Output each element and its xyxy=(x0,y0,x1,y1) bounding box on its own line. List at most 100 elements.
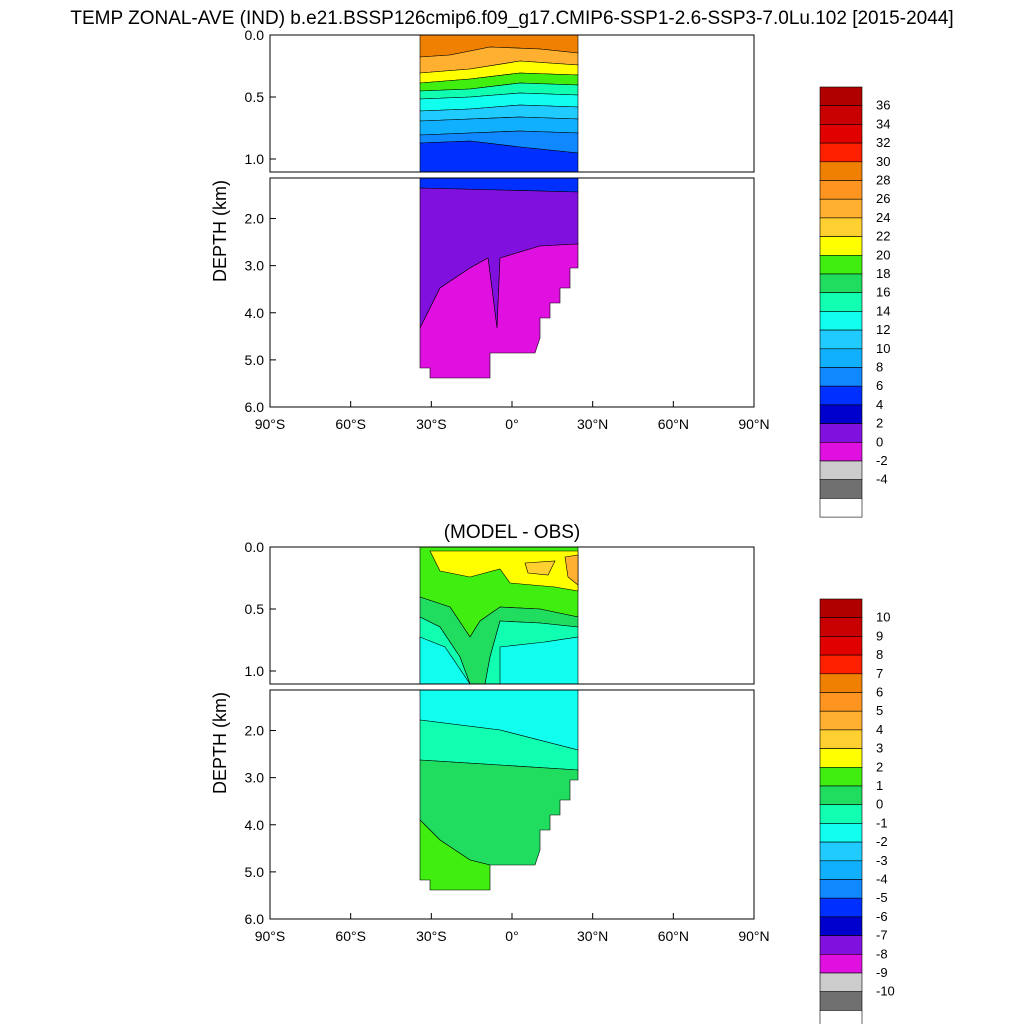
colorbar-box xyxy=(819,916,863,936)
colorbar-label: 36 xyxy=(876,98,890,113)
colorbar-label: 1 xyxy=(876,778,883,793)
colorbar-box xyxy=(819,673,863,693)
colorbar-box xyxy=(819,198,863,219)
colorbar-box xyxy=(819,329,863,350)
y-tick-label: 1.0 xyxy=(245,151,265,167)
colorbar-box xyxy=(819,785,863,806)
y-tick-label: 2.0 xyxy=(245,211,265,227)
colorbar-label: 8 xyxy=(876,647,883,662)
colorbar-label: 12 xyxy=(876,322,890,337)
x-tick-label: 0° xyxy=(505,416,518,432)
colorbar-label: 4 xyxy=(876,722,883,737)
contour-band xyxy=(564,554,579,586)
colorbar-box xyxy=(819,236,863,256)
y-tick-label: 2.0 xyxy=(245,723,265,739)
y-tick-label: 5.0 xyxy=(245,352,265,368)
y-axis-label: DEPTH (km) xyxy=(210,692,230,794)
colorbar-label: 8 xyxy=(876,360,883,375)
contour-band xyxy=(419,719,579,771)
colorbar-label: -9 xyxy=(876,965,888,980)
colorbar-label: 32 xyxy=(876,135,890,150)
colorbar-label: 14 xyxy=(876,303,890,318)
y-tick-label: 4.0 xyxy=(245,305,265,321)
y-tick-label: 1.0 xyxy=(245,663,265,679)
colorbar-box xyxy=(819,180,863,200)
colorbar-box xyxy=(819,766,863,787)
colorbar-label: 20 xyxy=(876,247,890,262)
colorbar-label: 4 xyxy=(876,397,883,412)
y-tick-label: 0.0 xyxy=(245,27,265,43)
x-tick-label: 0° xyxy=(505,928,518,944)
colorbar-label: -7 xyxy=(876,928,888,943)
colorbar-box xyxy=(819,710,863,731)
colorbar-box xyxy=(819,935,863,955)
colorbar-box xyxy=(819,255,863,275)
y-tick-label: 0.5 xyxy=(245,601,265,617)
upper-frame xyxy=(269,546,755,685)
colorbar-box xyxy=(819,598,863,619)
y-tick-label: 6.0 xyxy=(245,399,265,415)
colorbar-box xyxy=(819,972,863,993)
colorbar-box xyxy=(819,142,863,163)
y-tick-label: 6.0 xyxy=(245,911,265,927)
colorbar-label: 16 xyxy=(876,285,890,300)
colorbar-label: 9 xyxy=(876,628,883,643)
colorbar-box xyxy=(819,385,863,406)
colorbar-label: -2 xyxy=(876,834,888,849)
colorbar-label: -3 xyxy=(876,853,888,868)
colorbar-label: -10 xyxy=(876,984,895,999)
x-tick-label: 60°N xyxy=(658,416,689,432)
colorbar-label: 18 xyxy=(876,266,890,281)
colorbar-box xyxy=(819,86,863,107)
colorbar-box xyxy=(819,617,863,637)
colorbar-box xyxy=(819,292,863,312)
colorbar-label: -8 xyxy=(876,946,888,961)
x-tick-label: 60°S xyxy=(335,928,366,944)
colorbar-box xyxy=(819,161,863,181)
colorbar-box xyxy=(819,897,863,918)
colorbar-label: -4 xyxy=(876,472,888,487)
colorbar-label: 0 xyxy=(876,797,883,812)
y-tick-label: 0.0 xyxy=(245,539,265,555)
colorbar-label: 0 xyxy=(876,434,883,449)
colorbar-box xyxy=(819,953,863,974)
colorbar-label: 24 xyxy=(876,210,890,225)
colorbar-label: -4 xyxy=(876,872,888,887)
colorbar-label: -1 xyxy=(876,815,888,830)
colorbar-label: -2 xyxy=(876,453,888,468)
x-tick-label: 90°N xyxy=(738,416,769,432)
x-tick-label: 30°S xyxy=(416,416,447,432)
colorbar-box xyxy=(819,498,863,518)
colorbar-box xyxy=(819,404,863,424)
colorbar-box xyxy=(819,479,863,499)
colorbar-box xyxy=(819,860,863,880)
contour-band xyxy=(419,819,491,891)
y-tick-label: 5.0 xyxy=(245,864,265,880)
colorbar-label: 6 xyxy=(876,378,883,393)
x-tick-label: 30°N xyxy=(577,416,608,432)
x-tick-label: 90°S xyxy=(255,928,286,944)
colorbar-label: 26 xyxy=(876,191,890,206)
colorbar-box xyxy=(819,823,863,843)
colorbar-label: 10 xyxy=(876,610,890,625)
colorbar-box xyxy=(819,654,863,675)
y-tick-label: 4.0 xyxy=(245,817,265,833)
colorbar-box xyxy=(819,636,863,656)
colorbar-label: 28 xyxy=(876,173,890,188)
colorbar-box xyxy=(819,273,863,294)
figure-title: TEMP ZONAL-AVE (IND) b.e21.BSSP126cmip6.… xyxy=(70,8,953,29)
colorbar-label: 7 xyxy=(876,666,883,681)
contour-band xyxy=(499,636,579,685)
colorbar-label: -5 xyxy=(876,890,888,905)
y-tick-label: 3.0 xyxy=(245,258,265,274)
upper-frame xyxy=(269,34,755,173)
colorbar-label: 3 xyxy=(876,741,883,756)
contour-band xyxy=(524,560,556,576)
colorbar-box xyxy=(819,692,863,712)
x-tick-label: 60°N xyxy=(658,928,689,944)
colorbar-box xyxy=(819,729,863,749)
colorbar-label: 30 xyxy=(876,154,890,169)
